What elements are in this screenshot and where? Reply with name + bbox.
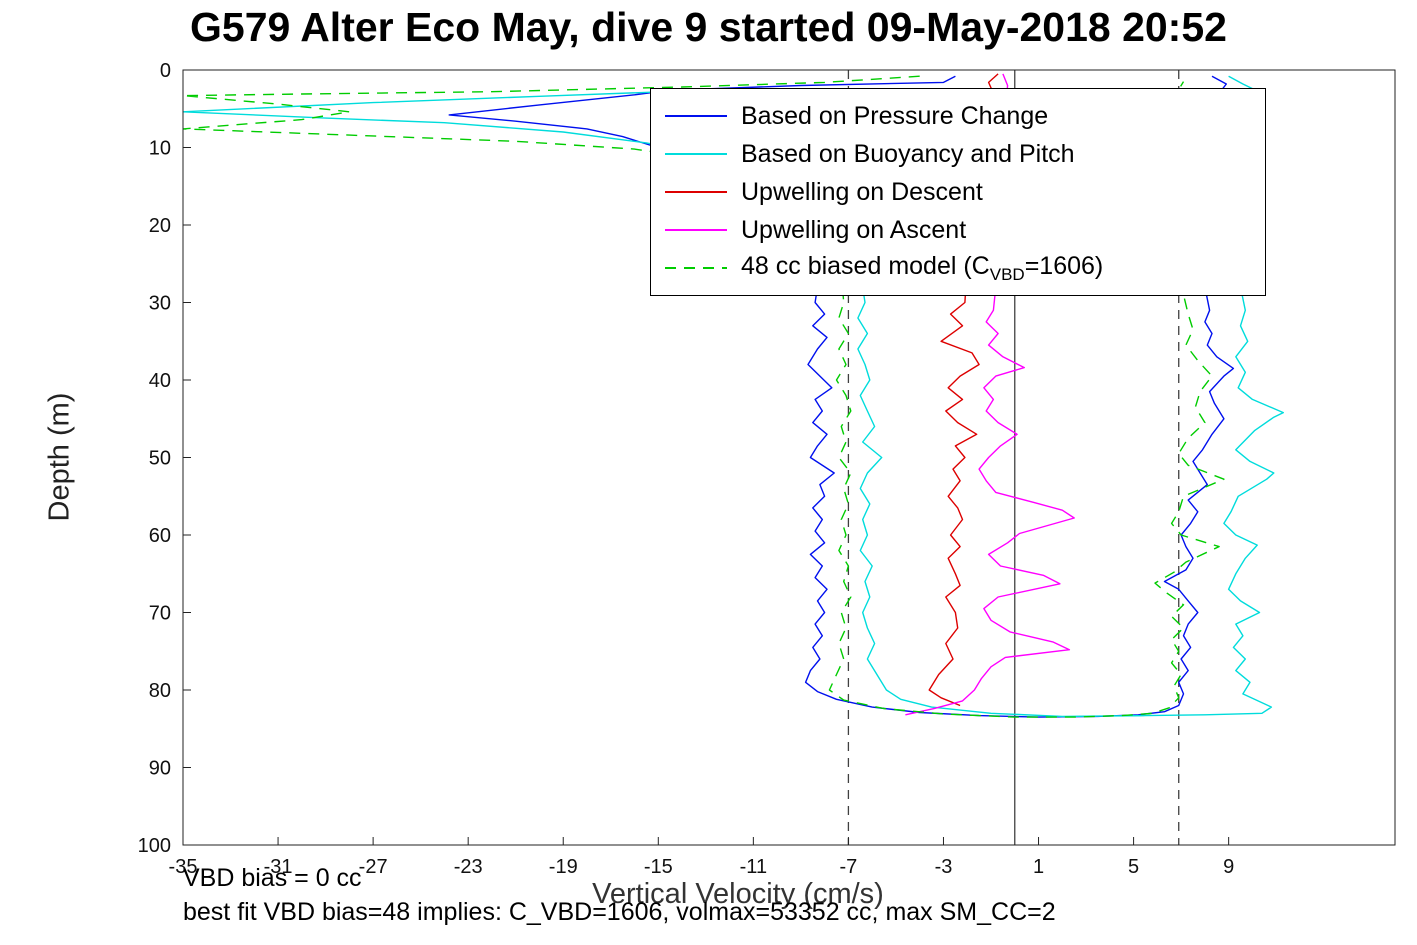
annotation-best-fit: best fit VBD bias=48 implies: C_VBD=1606… <box>183 898 1056 926</box>
x-tick-label: -35 <box>169 856 198 878</box>
legend-line-sample <box>665 229 727 231</box>
y-tick-label: 50 <box>149 448 171 470</box>
y-tick-label: 100 <box>138 835 171 857</box>
legend: Based on Pressure Change Based on Buoyanc… <box>650 88 1266 296</box>
legend-label: Upwelling on Descent <box>741 177 983 206</box>
x-tick-label: -7 <box>840 856 858 878</box>
x-axis-label: Vertical Velocity (cm/s) <box>592 878 884 910</box>
legend-label: Based on Pressure Change <box>741 101 1049 130</box>
legend-item: Based on Buoyancy and Pitch <box>665 135 1251 173</box>
x-tick-label: -11 <box>740 856 767 878</box>
legend-item: Upwelling on Descent <box>665 173 1251 211</box>
y-tick-label: 60 <box>149 525 171 547</box>
y-tick-label: 70 <box>149 603 171 625</box>
legend-line-sample <box>665 153 727 155</box>
legend-label: Based on Buoyancy and Pitch <box>741 139 1075 168</box>
x-tick-label: -19 <box>549 856 578 878</box>
x-tick-label: -23 <box>454 856 483 878</box>
x-tick-label: 5 <box>1128 856 1139 878</box>
legend-item: 48 cc biased model (CVBD=1606) <box>665 249 1251 287</box>
legend-item: Based on Pressure Change <box>665 97 1251 135</box>
legend-label: Upwelling on Ascent <box>741 215 967 244</box>
x-tick-label: -3 <box>935 856 953 878</box>
series-line <box>183 75 1285 718</box>
legend-line-sample <box>665 267 727 269</box>
y-tick-label: 0 <box>160 60 171 82</box>
legend-item: Upwelling on Ascent <box>665 211 1251 249</box>
x-tick-label: -31 <box>264 856 293 878</box>
figure-title: G579 Alter Eco May, dive 9 started 09-Ma… <box>190 4 1227 50</box>
annotation-vbd-bias: VBD bias = 0 cc <box>183 864 362 892</box>
legend-label: 48 cc biased model (CVBD=1606) <box>741 251 1104 284</box>
legend-line-sample <box>665 191 727 193</box>
series-line <box>448 75 1235 718</box>
y-tick-label: 10 <box>149 138 171 160</box>
x-tick-label: -27 <box>359 856 388 878</box>
y-axis-label: Depth (m) <box>43 392 76 522</box>
x-tick-label: 1 <box>1033 856 1044 878</box>
x-tick-label: 9 <box>1223 856 1234 878</box>
series-line <box>183 75 1225 718</box>
y-tick-label: 30 <box>149 293 171 315</box>
y-tick-label: 90 <box>149 758 171 780</box>
y-tick-label: 40 <box>149 370 171 392</box>
legend-line-sample <box>665 115 727 117</box>
y-tick-label: 80 <box>149 680 171 702</box>
x-tick-label: -15 <box>644 856 673 878</box>
y-tick-label: 20 <box>149 215 171 237</box>
series-line <box>905 73 1075 716</box>
